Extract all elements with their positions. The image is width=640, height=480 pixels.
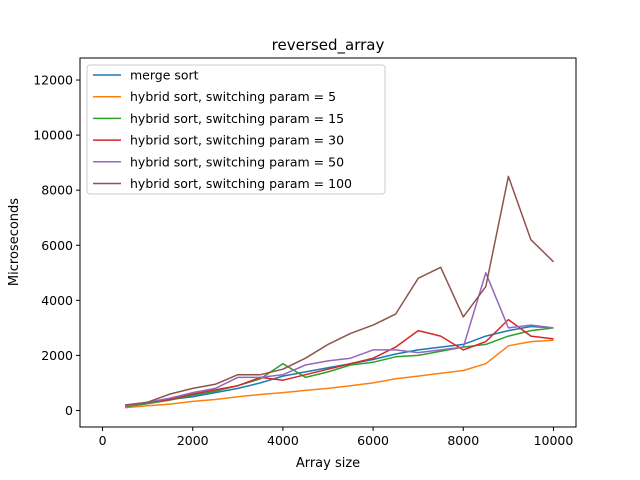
x-axis: 0 2000 4000 6000 8000 10000 <box>99 427 574 448</box>
y-tick-label: 2000 <box>41 348 73 363</box>
x-tick-label: 10000 <box>534 433 574 448</box>
legend-label-4: hybrid sort, switching param = 50 <box>130 154 344 169</box>
x-tick-label: 4000 <box>267 433 299 448</box>
series-line-2 <box>124 327 554 408</box>
x-tick-label: 8000 <box>447 433 479 448</box>
legend-label-1: hybrid sort, switching param = 5 <box>130 89 336 104</box>
series-line-5 <box>125 175 555 406</box>
x-tick-label: 2000 <box>177 433 209 448</box>
series-line-4 <box>124 272 554 408</box>
y-tick-label: 12000 <box>33 73 73 88</box>
axes-frame <box>79 57 577 428</box>
legend-label-3: hybrid sort, switching param = 30 <box>130 133 344 148</box>
y-tick-label: 6000 <box>41 238 73 253</box>
y-tick-label: 0 <box>65 403 73 418</box>
legend: merge sort hybrid sort, switching param =… <box>86 64 386 195</box>
x-tick-label: 0 <box>99 433 107 448</box>
y-tick-label: 10000 <box>33 128 73 143</box>
series-line-3 <box>124 318 554 408</box>
x-tick-label: 6000 <box>357 433 389 448</box>
y-tick-label: 4000 <box>41 293 73 308</box>
y-tick-label: 8000 <box>41 183 73 198</box>
legend-label-5: hybrid sort, switching param = 100 <box>130 176 352 191</box>
plot-lines <box>124 175 555 409</box>
legend-label-2: hybrid sort, switching param = 15 <box>130 111 344 126</box>
x-axis-label: Array size <box>296 456 360 471</box>
chart-title: reversed_array <box>272 36 385 55</box>
legend-box <box>86 64 386 195</box>
y-axis: 0 2000 4000 6000 8000 10000 12000 <box>33 73 80 418</box>
series-line-1 <box>125 339 554 409</box>
legend-label-0: merge sort <box>130 68 199 83</box>
y-axis-label: Microseconds <box>7 198 22 286</box>
